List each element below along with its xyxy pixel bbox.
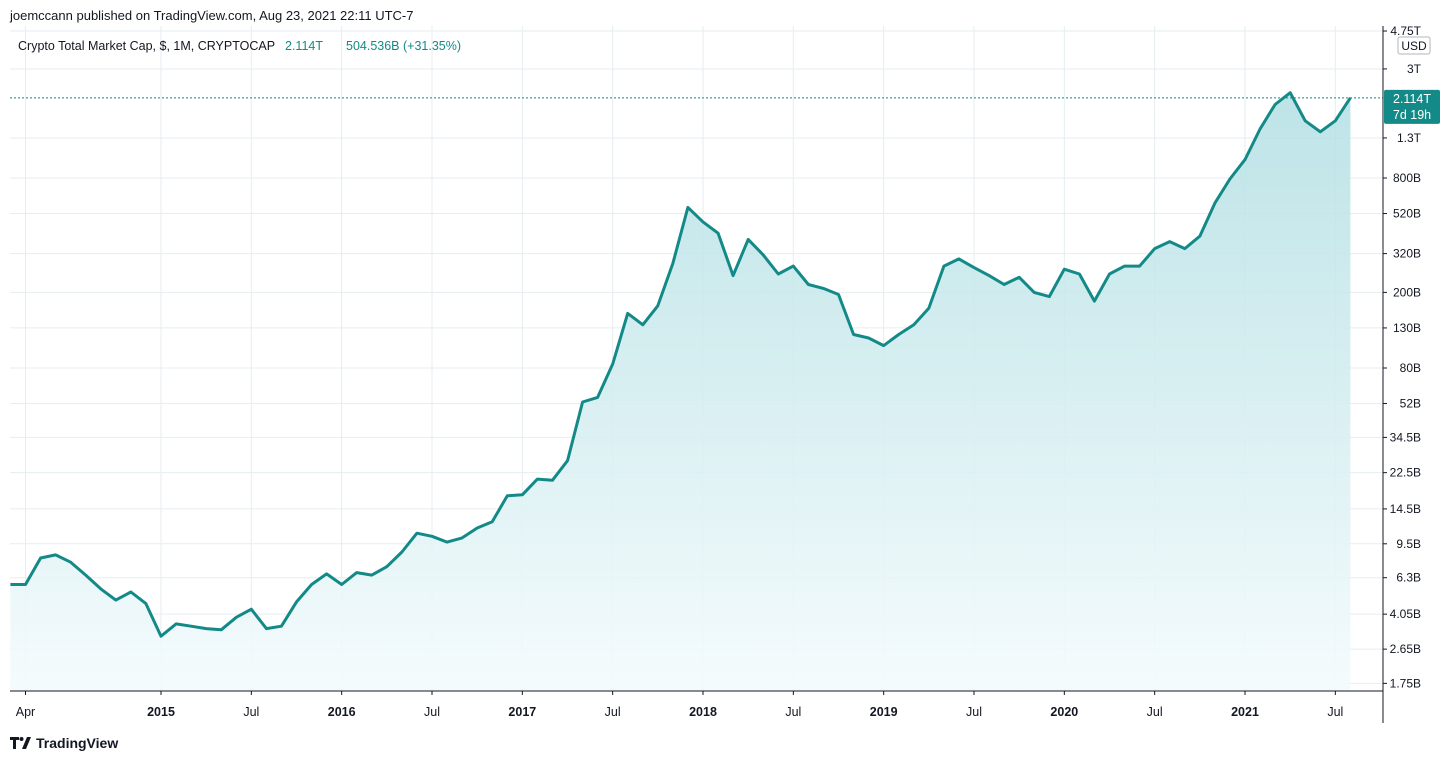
x-tick-label: 2021: [1231, 705, 1259, 719]
x-tick-label: Jul: [785, 705, 801, 719]
y-tick-label: 4.05B: [1390, 607, 1421, 621]
x-tick-label: 2016: [328, 705, 356, 719]
y-tick-label: 6.3B: [1396, 571, 1421, 585]
currency-badge[interactable]: USD: [1397, 36, 1431, 55]
y-tick-label: 4.75T: [1390, 26, 1421, 38]
x-tick-label: Jul: [243, 705, 259, 719]
y-tick-label: 34.5B: [1390, 430, 1421, 444]
legend-change: 504.536B (+31.35%): [346, 39, 461, 53]
brand-name: TradingView: [36, 735, 119, 751]
price-badge-value: 2.114T: [1393, 92, 1431, 106]
y-tick-label: 200B: [1393, 285, 1421, 299]
price-badge: 2.114T 7d 19h: [1384, 89, 1440, 124]
y-tick-label: 1.3T: [1397, 131, 1422, 145]
y-tick-label: 320B: [1393, 247, 1421, 261]
x-tick-label: Jul: [1147, 705, 1163, 719]
publisher-line: joemccann published on TradingView.com, …: [10, 8, 414, 23]
x-tick-label: 2018: [689, 705, 717, 719]
x-tick-label: Apr: [16, 705, 35, 719]
x-tick-label: 2015: [147, 705, 175, 719]
legend[interactable]: Crypto Total Market Cap, $, 1M, CRYPTOCA…: [18, 39, 461, 53]
y-tick-label: 1.75B: [1390, 676, 1421, 690]
chart[interactable]: 4.75T 3T 1.3T 800B 520B 320B 200B 130B 80B 52B 34.…: [0, 26, 1456, 726]
y-tick-label: 130B: [1393, 321, 1421, 335]
price-badge-countdown: 7d 19h: [1393, 108, 1431, 122]
chart-title: Crypto Total Market Cap, $, 1M, CRYPTOCA…: [18, 39, 275, 53]
x-tick-label: Jul: [424, 705, 440, 719]
series-line[interactable]: [10, 91, 1352, 638]
legend-last-value: 2.114T: [285, 39, 323, 53]
y-tick-label: 9.5B: [1396, 537, 1421, 551]
x-axis[interactable]: Apr 2015 Jul 2016 Jul 2017 Jul 2018 Jul 2019 Jul 20…: [16, 691, 1344, 719]
x-tick-label: 2020: [1050, 705, 1078, 719]
y-tick-label: 520B: [1393, 207, 1421, 221]
footer-brand[interactable]: TradingView: [10, 735, 118, 751]
y-tick-label: 80B: [1400, 361, 1421, 375]
x-tick-label: Jul: [1327, 705, 1343, 719]
y-tick-label: 14.5B: [1390, 502, 1421, 516]
y-axis[interactable]: 4.75T 3T 1.3T 800B 520B 320B 200B 130B 80B 52B 34.…: [1383, 26, 1422, 690]
y-tick-label: 22.5B: [1390, 466, 1421, 480]
x-tick-label: 2017: [508, 705, 536, 719]
currency-label: USD: [1401, 39, 1427, 53]
area-fill: [10, 92, 1351, 691]
y-tick-label: 3T: [1407, 62, 1422, 76]
y-tick-label: 800B: [1393, 171, 1421, 185]
x-tick-label: 2019: [870, 705, 898, 719]
x-tick-label: Jul: [966, 705, 982, 719]
x-tick-label: Jul: [605, 705, 621, 719]
tradingview-logo-icon: [10, 737, 31, 749]
y-tick-label: 52B: [1400, 397, 1421, 411]
y-tick-label: 2.65B: [1390, 642, 1421, 656]
